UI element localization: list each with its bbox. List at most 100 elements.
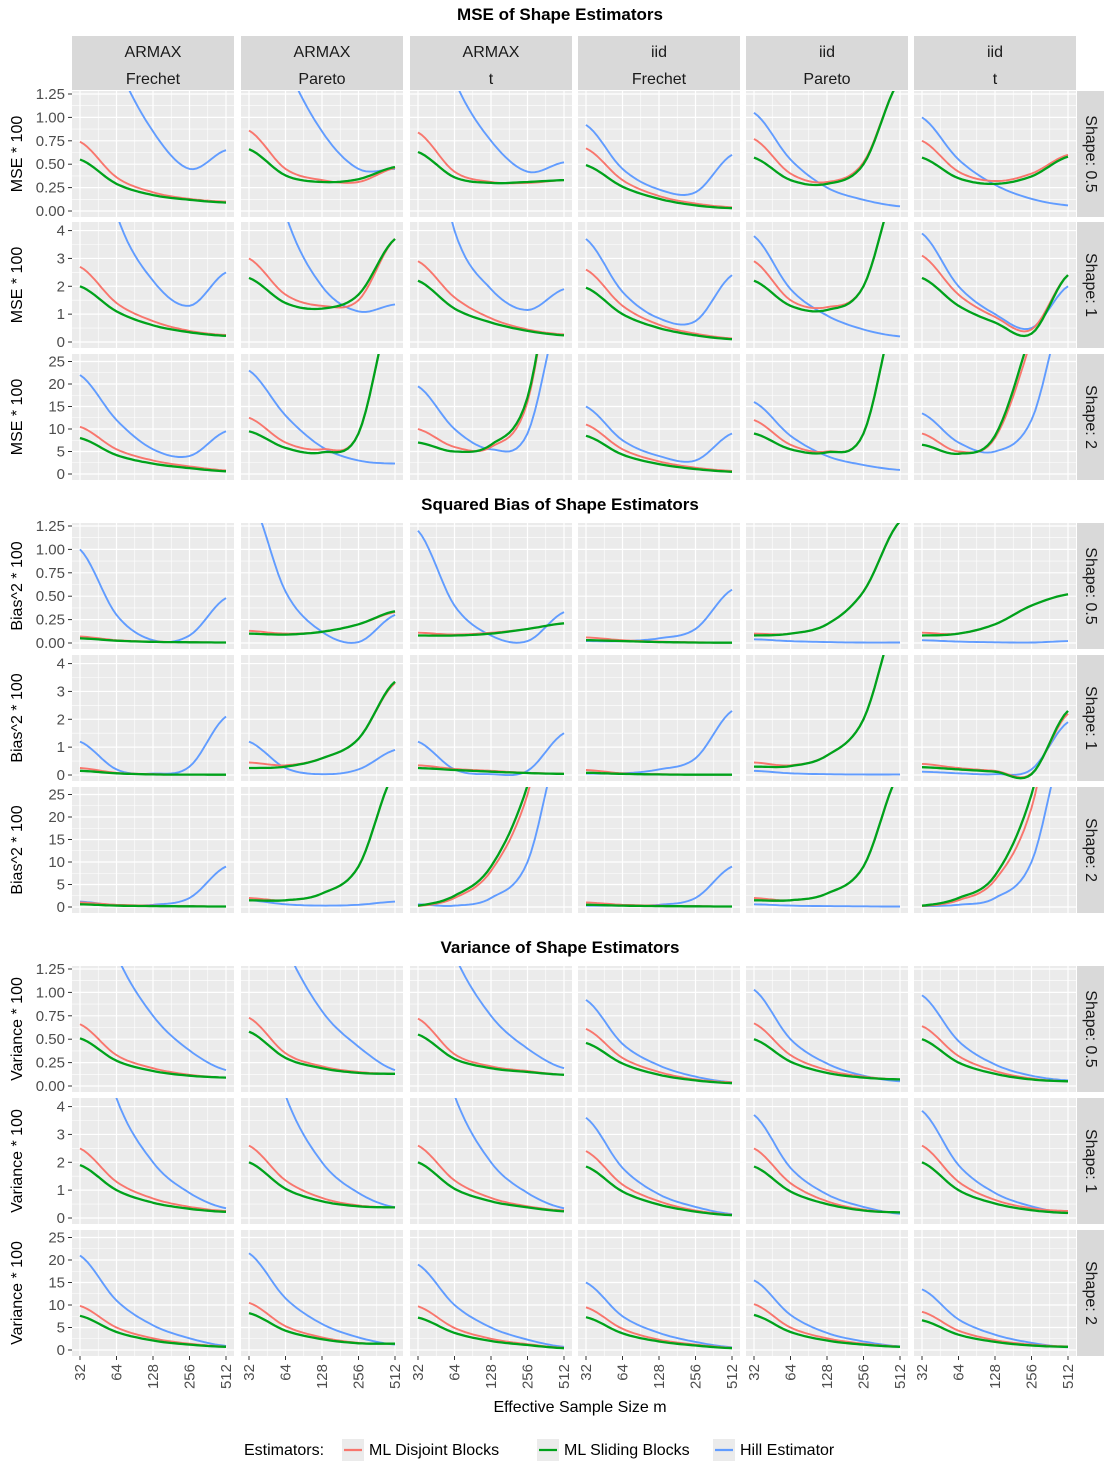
y-tick-label: 25 bbox=[48, 354, 65, 371]
panel bbox=[578, 1098, 740, 1224]
panel bbox=[72, 354, 234, 480]
panel bbox=[72, 1098, 234, 1224]
series-line-hill bbox=[451, 222, 565, 311]
x-tick-label: 512 bbox=[724, 1364, 741, 1389]
panel bbox=[241, 523, 403, 649]
series-group bbox=[248, 1252, 396, 1346]
x-tick-label: 64 bbox=[951, 1364, 968, 1381]
y-axis-title: Bias^2 * 100 bbox=[9, 541, 26, 630]
series-line-sliding bbox=[753, 91, 895, 187]
y-tick-label: 1.25 bbox=[36, 86, 65, 103]
series-line-disjoint bbox=[921, 254, 1069, 333]
y-tick-label: 0.25 bbox=[36, 180, 65, 197]
series-group bbox=[417, 222, 565, 337]
panel bbox=[746, 655, 908, 781]
series-group bbox=[585, 1281, 733, 1350]
series-line-sliding bbox=[586, 771, 732, 776]
row-strip bbox=[1077, 222, 1104, 348]
column-strip bbox=[578, 36, 740, 90]
series-group bbox=[79, 222, 227, 338]
series-line-hill bbox=[753, 638, 900, 644]
series-group bbox=[248, 523, 396, 644]
x-tick-label: 64 bbox=[278, 1364, 295, 1381]
panel bbox=[578, 787, 740, 913]
x-tick-label: 32 bbox=[241, 1364, 258, 1381]
panel bbox=[241, 1098, 403, 1224]
y-tick-label: 3 bbox=[57, 1126, 65, 1143]
y-axis-title: Bias^2 * 100 bbox=[9, 673, 26, 762]
panel bbox=[410, 966, 572, 1092]
series-line-sliding bbox=[585, 286, 733, 341]
row-strip-label: Shape: 1 bbox=[1082, 686, 1099, 750]
series-line-sliding bbox=[417, 787, 529, 907]
column-strip-label: Frechet bbox=[632, 71, 687, 88]
panel bbox=[410, 354, 572, 480]
series-line-sliding bbox=[248, 148, 396, 184]
column-strip bbox=[410, 36, 572, 90]
y-tick-label: 0 bbox=[57, 466, 65, 483]
series-line-hill bbox=[120, 966, 227, 1072]
legend-item-hill: Hill Estimator bbox=[713, 1439, 835, 1461]
y-tick-label: 4 bbox=[57, 223, 65, 240]
series-line-hill bbox=[248, 899, 396, 907]
panel bbox=[410, 1098, 572, 1224]
series-group bbox=[248, 966, 396, 1075]
series-group bbox=[921, 710, 1069, 780]
y-tick-label: 5 bbox=[57, 877, 65, 894]
y-tick-label: 0.75 bbox=[36, 133, 65, 150]
y-tick-label: 25 bbox=[48, 787, 65, 804]
series-line-hill bbox=[585, 124, 733, 196]
series-line-sliding bbox=[79, 769, 226, 776]
series-group bbox=[753, 1114, 901, 1215]
row-strip-label: Shape: 0.5 bbox=[1082, 990, 1099, 1068]
panel bbox=[410, 222, 572, 348]
y-tick-label: 20 bbox=[48, 809, 65, 826]
y-tick-label: 0 bbox=[57, 1210, 65, 1227]
panel bbox=[72, 523, 234, 649]
panel bbox=[746, 787, 908, 913]
x-tick-label: 64 bbox=[615, 1364, 632, 1381]
series-line-sliding bbox=[921, 1319, 1068, 1348]
series-line-hill bbox=[417, 1263, 565, 1348]
series-line-hill bbox=[753, 903, 900, 908]
series-line-sliding bbox=[921, 593, 1069, 637]
series-line-hill bbox=[79, 374, 227, 458]
panel bbox=[914, 1098, 1076, 1224]
series-line-sliding bbox=[753, 222, 885, 313]
y-tick-label: 4 bbox=[57, 656, 65, 673]
y-tick-label: 0.50 bbox=[36, 156, 65, 173]
series-line-sliding bbox=[585, 434, 733, 473]
series-group bbox=[753, 523, 901, 644]
series-line-disjoint bbox=[417, 787, 531, 908]
series-line-disjoint bbox=[921, 354, 1028, 454]
series-line-sliding bbox=[586, 903, 732, 908]
panel bbox=[578, 222, 740, 348]
panel bbox=[241, 91, 403, 217]
series-line-disjoint bbox=[585, 268, 733, 340]
panel bbox=[72, 966, 234, 1092]
series-line-sliding bbox=[248, 1312, 395, 1345]
row-strip-label: Shape: 2 bbox=[1082, 385, 1099, 449]
column-strip bbox=[914, 36, 1076, 90]
y-tick-label: 0.25 bbox=[36, 612, 65, 629]
series-line-hill bbox=[753, 235, 901, 338]
series-line-sliding bbox=[585, 1316, 733, 1350]
series-line-hill bbox=[585, 1116, 733, 1216]
column-strip-label: iid bbox=[819, 44, 835, 61]
panel bbox=[914, 655, 1076, 781]
y-tick-label: 2 bbox=[57, 278, 65, 295]
series-group bbox=[248, 222, 396, 313]
column-strip-label: Frechet bbox=[126, 71, 181, 88]
y-tick-label: 0.00 bbox=[36, 1078, 65, 1095]
y-tick-label: 20 bbox=[48, 376, 65, 393]
series-group bbox=[921, 994, 1069, 1083]
series-group bbox=[585, 999, 733, 1085]
y-tick-label: 15 bbox=[48, 1275, 65, 1292]
legend-title: Estimators: bbox=[244, 1442, 324, 1459]
row-strip bbox=[1077, 1098, 1104, 1224]
column-strip-label: t bbox=[993, 71, 998, 88]
series-line-hill bbox=[585, 999, 733, 1084]
x-tick-label: 512 bbox=[387, 1364, 404, 1389]
series-line-sliding bbox=[417, 1033, 565, 1076]
series-line-disjoint bbox=[248, 238, 396, 309]
